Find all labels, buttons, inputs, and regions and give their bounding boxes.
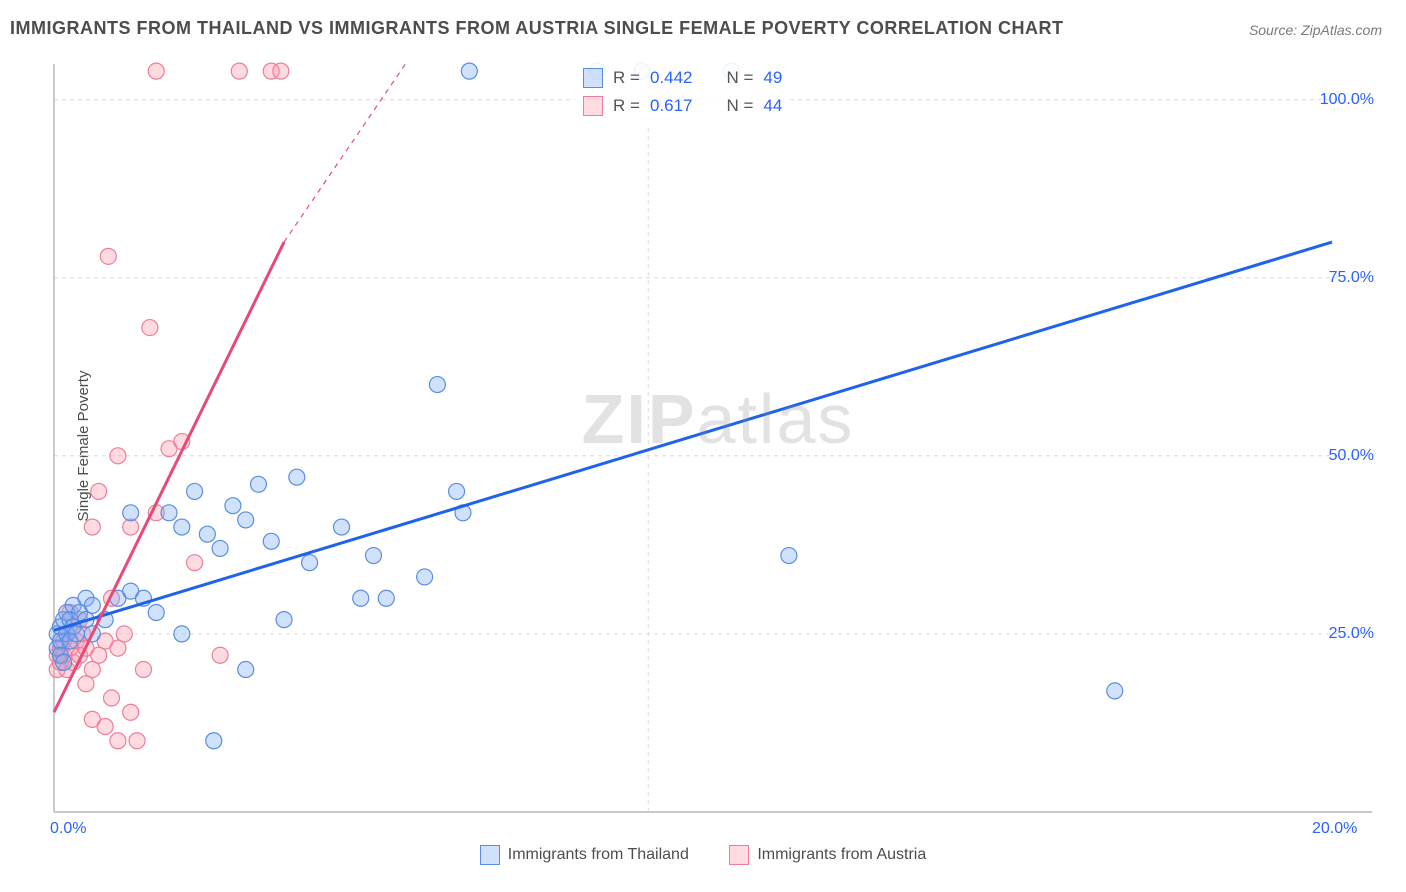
stats-row: R = 0.442 N = 49 xyxy=(583,64,782,92)
n-value: 49 xyxy=(763,64,782,92)
stats-row: R = 0.617 N = 44 xyxy=(583,92,782,120)
legend-label: Immigrants from Thailand xyxy=(508,846,689,864)
source-attribution: Source: ZipAtlas.com xyxy=(1249,22,1382,38)
series-swatch-icon xyxy=(729,845,749,865)
legend-item: Immigrants from Thailand xyxy=(480,845,689,865)
series-swatch-icon xyxy=(583,68,603,88)
correlation-stats-box: R = 0.442 N = 49 R = 0.617 N = 44 xyxy=(575,60,790,124)
n-label: N = xyxy=(726,92,753,120)
y-tick-label: 50.0% xyxy=(1329,447,1374,465)
n-value: 44 xyxy=(763,92,782,120)
x-axis-origin-label: 0.0% xyxy=(50,820,86,838)
x-axis-end-label: 20.0% xyxy=(1312,820,1357,838)
chart-svg xyxy=(48,56,1388,828)
legend-label: Immigrants from Austria xyxy=(757,846,926,864)
chart-title: IMMIGRANTS FROM THAILAND VS IMMIGRANTS F… xyxy=(10,18,1063,39)
series-swatch-icon xyxy=(480,845,500,865)
r-value: 0.617 xyxy=(650,92,693,120)
y-tick-label: 100.0% xyxy=(1320,91,1374,109)
n-label: N = xyxy=(726,64,753,92)
bottom-legend: Immigrants from Thailand Immigrants from… xyxy=(0,845,1406,870)
y-tick-label: 25.0% xyxy=(1329,625,1374,643)
series-swatch-icon xyxy=(583,96,603,116)
r-value: 0.442 xyxy=(650,64,693,92)
y-tick-label: 75.0% xyxy=(1329,269,1374,287)
legend-item: Immigrants from Austria xyxy=(729,845,926,865)
scatter-plot: ZIPatlas xyxy=(48,56,1388,828)
r-label: R = xyxy=(613,64,640,92)
r-label: R = xyxy=(613,92,640,120)
